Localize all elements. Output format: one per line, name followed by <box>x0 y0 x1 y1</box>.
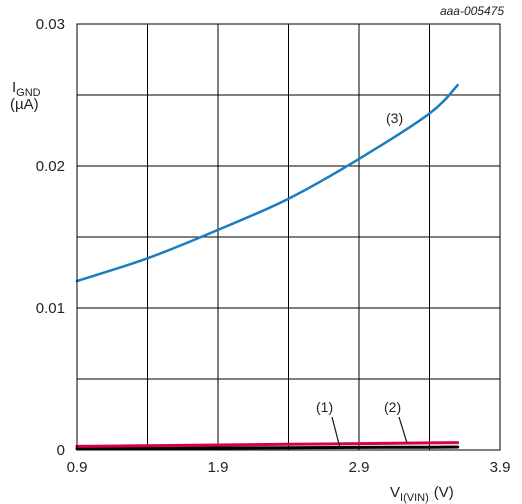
y-axis-symbol: I <box>12 79 16 96</box>
series-label-3: (3) <box>386 110 403 126</box>
x-tick-label: 3.9 <box>490 459 511 476</box>
y-tick-label: 0 <box>57 442 65 459</box>
x-tick-label: 0.9 <box>67 459 88 476</box>
series-label-2-leader <box>398 416 408 444</box>
series-line-2 <box>75 441 460 448</box>
series-label-1: (1) <box>316 399 333 415</box>
figure-reference: aaa-005475 <box>440 4 504 18</box>
tick-labels: 0.9 1.9 2.9 3.9 0 0.01 0.02 0.03 <box>36 16 511 476</box>
series-line-3 <box>75 83 459 283</box>
series-labels: (3) (1) (2) <box>316 110 408 449</box>
series-label-2: (2) <box>384 399 401 415</box>
series-label-1-leader <box>331 416 341 449</box>
y-axis-subscript: GND <box>16 87 41 99</box>
y-tick-label: 0.02 <box>36 158 65 175</box>
y-axis-label: IGND <box>12 79 41 99</box>
y-axis-unit: (µA) <box>10 96 39 113</box>
x-tick-label: 1.9 <box>208 459 229 476</box>
grid <box>77 24 500 450</box>
series-line-1 <box>75 445 460 451</box>
series-group <box>75 83 460 451</box>
x-tick-label: 2.9 <box>349 459 370 476</box>
x-axis-symbol: V <box>390 484 400 501</box>
y-tick-label: 0.03 <box>36 16 65 33</box>
x-axis-label: VI(VIN) (V) <box>390 484 454 504</box>
y-tick-label: 0.01 <box>36 300 65 317</box>
x-axis-unit: (V) <box>434 484 454 501</box>
x-axis-subscript: I(VIN) <box>400 492 429 504</box>
plot-frame <box>76 23 501 451</box>
